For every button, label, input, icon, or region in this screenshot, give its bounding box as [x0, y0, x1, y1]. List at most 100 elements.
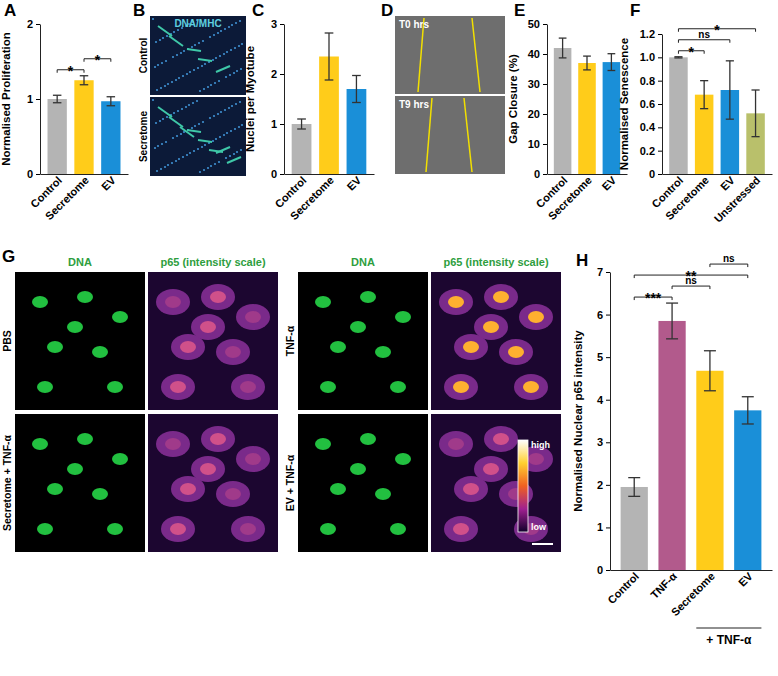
nucleus [159, 120, 161, 122]
bar [658, 321, 685, 570]
y-axis-title: Normalised Proliferation [0, 32, 12, 166]
nucleus [152, 18, 154, 20]
nucleus [199, 90, 201, 92]
error-line [703, 81, 704, 109]
y-tick-label: 0.2 [640, 145, 655, 157]
error-cap [674, 56, 682, 57]
y-tick-mark [658, 104, 662, 105]
nucleus [241, 124, 243, 126]
row-label: T9 hrs [399, 99, 429, 110]
nucleus [32, 296, 48, 308]
cell-nucleus [225, 346, 241, 358]
nucleus [210, 165, 212, 167]
error-cap [608, 53, 616, 54]
cell-nucleus [200, 463, 216, 475]
nucleus [165, 141, 167, 143]
nucleus [154, 66, 156, 68]
marks [554, 38, 620, 174]
nucleus [236, 70, 238, 72]
y-tick: 1.2 [640, 28, 662, 40]
nucleus [223, 53, 225, 55]
nucleus [167, 83, 169, 85]
myotube [227, 157, 241, 163]
nucleus [231, 24, 233, 26]
cell [161, 374, 195, 400]
x-tick: Secretome [669, 570, 717, 618]
error-bar [608, 54, 616, 71]
y-tick-mark [606, 272, 610, 273]
nucleus [231, 105, 233, 107]
scale-bar [532, 543, 553, 545]
x-tick: TNF-α [648, 570, 679, 601]
error-cap [583, 69, 591, 70]
image-panel: DT0 hrsT9 hrs [381, 1, 505, 174]
nucleus [215, 57, 217, 59]
nucleus [224, 28, 226, 30]
bar [48, 99, 67, 174]
nucleus [234, 128, 236, 130]
cell-nucleus [240, 381, 256, 393]
y-tick-mark [543, 24, 547, 25]
y-tick-mark [280, 74, 284, 75]
y-axis-line [610, 273, 611, 571]
y-axis: 012 [27, 18, 41, 180]
nucleus [217, 32, 219, 34]
error-line [328, 33, 329, 80]
nucleus [154, 147, 156, 149]
nucleus [395, 311, 411, 323]
y-tick: 40 [528, 48, 547, 60]
y-tick-label: 50 [528, 18, 540, 30]
bar [734, 410, 761, 570]
y-tick-mark [280, 174, 284, 175]
cell [156, 289, 190, 315]
error-line [562, 38, 563, 58]
x-tick: EV [345, 173, 364, 192]
cell-nucleus [210, 291, 226, 303]
error-bar [297, 119, 306, 129]
nucleus [173, 112, 175, 114]
nucleus [157, 145, 159, 147]
nucleus [350, 463, 366, 475]
colorbar-label: low [531, 522, 547, 532]
row-label: Secretome [138, 110, 149, 162]
nucleus [230, 130, 232, 132]
y-tick: 50 [528, 18, 547, 30]
gap-outline [472, 18, 480, 92]
y-tick-mark [658, 151, 662, 152]
cell [231, 374, 265, 400]
error-bar [726, 61, 734, 119]
cell [191, 456, 225, 482]
nucleus [77, 291, 93, 303]
error-cap [704, 350, 716, 351]
nucleus [209, 117, 211, 119]
cell [216, 481, 250, 507]
nucleus [155, 41, 157, 43]
nucleus [176, 54, 178, 56]
nucleus [212, 59, 214, 61]
y-axis-title: Normalised Senescence [618, 38, 630, 170]
error-cap [608, 70, 616, 71]
nucleus [162, 37, 164, 39]
significance-label: * [95, 52, 101, 68]
x-tick-label: Secretome [669, 570, 717, 618]
error-line [110, 97, 111, 106]
y-tick-mark [280, 124, 284, 125]
micrograph [395, 16, 505, 94]
nucleus [172, 56, 174, 58]
error-cap [666, 302, 678, 303]
y-axis-line [40, 25, 41, 175]
y-tick: 30 [528, 78, 547, 90]
chart-panel: H01234567ControlTNF-αSecretomeEVNormalis… [572, 251, 773, 647]
nucleus [238, 126, 240, 128]
nucleus [156, 170, 158, 172]
nucleus [196, 100, 198, 102]
micrograph [298, 414, 428, 552]
cell [439, 431, 473, 457]
cell-nucleus [180, 341, 196, 353]
myotube [180, 127, 194, 137]
nucleus [229, 74, 231, 76]
error-line [634, 478, 635, 497]
myotube [169, 36, 183, 46]
y-tick: 1 [271, 118, 284, 130]
nucleus [161, 62, 163, 64]
